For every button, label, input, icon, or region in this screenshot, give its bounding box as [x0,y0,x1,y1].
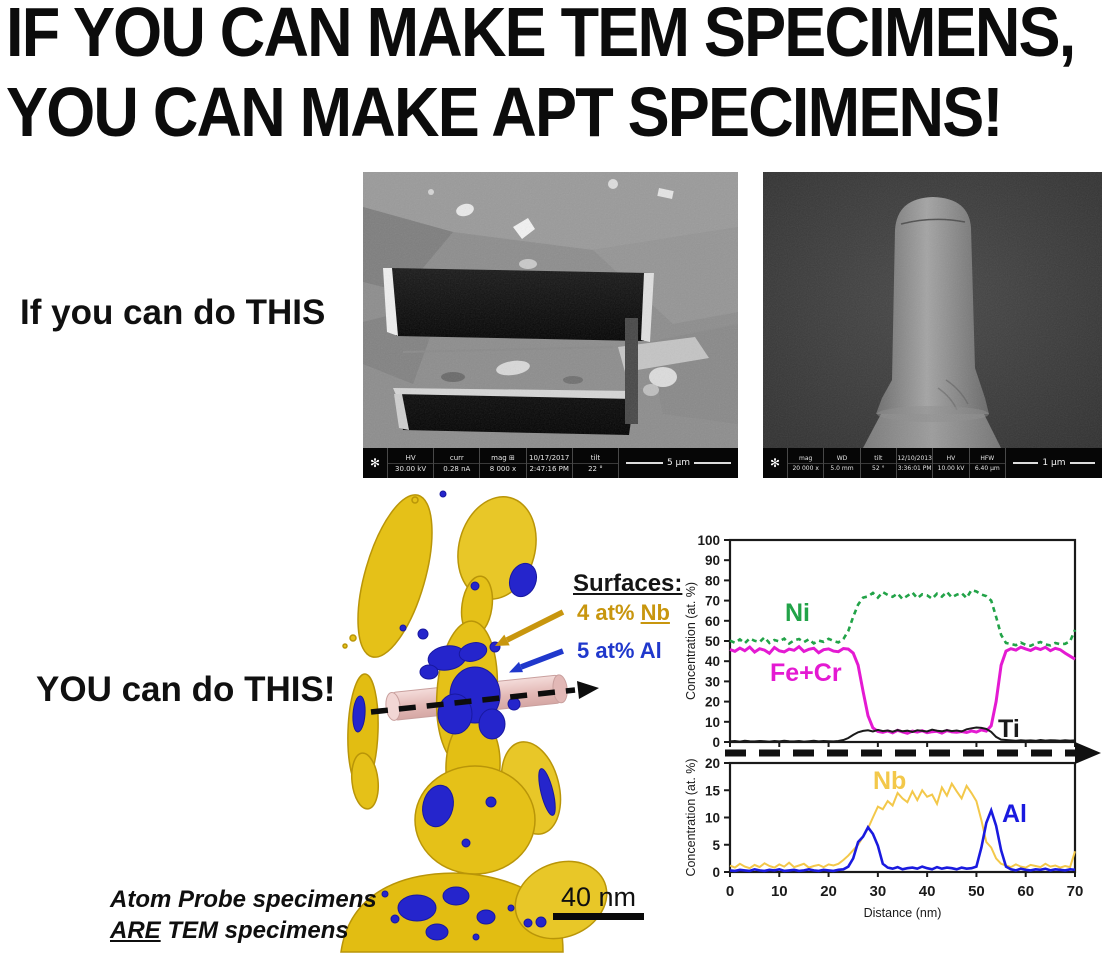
y-axis-title: Concentration (at. %) [685,758,698,876]
databar-field: tilt 52 ° [860,448,897,478]
databar-field: WD 5.0 mm [824,448,861,478]
y-tick-label: 70 [705,594,720,609]
fib-trench-micrograph [363,172,738,448]
apt-reconstruction [340,490,608,953]
nb-isosurfaces [342,494,537,810]
x-tick-label: 40 [919,883,936,900]
footer-note: Atom Probe specimens ARE TEM specimens [110,884,377,946]
series-label-Nb: Nb [873,767,906,795]
slide-title-line1: IF YOU CAN MAKE TEM SPECIMENS, [6,0,1076,71]
micron-scale-bar: 5 µm [619,448,738,478]
series-label-Ti: Ti [998,715,1020,743]
series-line-Ti [729,726,1076,743]
caption-you-can-do-this: YOU can do THIS! [36,670,336,709]
databar-field: HFW 6.40 µm [969,448,1006,478]
al-isosurface-label: 5 at% Al [577,638,662,663]
databar-field: mag 20 000 x [788,448,825,478]
microscope-logo-icon: ✻ [363,448,388,478]
sem-image-apt-needle: ✻ mag 20 000 x WD 5.0 mm tilt 52 ° 12/10/2013 3:… [763,172,1102,478]
series-label-Ni: Ni [785,599,810,627]
slide-title: IF YOU CAN MAKE TEM SPECIMENS, YOU CAN M… [6,0,1076,152]
sem-databar: ✻ mag 20 000 x WD 5.0 mm tilt 52 ° 12/10/2013 3:… [763,448,1102,478]
surfaces-legend-title: Surfaces: [573,570,683,597]
databar-field: tilt 22 ° [572,448,620,478]
series-line-Ni [729,588,1077,648]
x-tick-label: 60 [1017,883,1034,900]
micron-scale-bar: 1 µm [1006,448,1102,478]
series-line-Nb [729,781,1076,870]
apt-needle-micrograph [763,172,1102,448]
y-tick-label: 15 [705,783,721,798]
x-axis-title: Distance (nm) [864,906,942,920]
x-tick-label: 0 [726,883,734,900]
al-arrow-icon [509,648,564,673]
concentration-profiles-chart: 0102030405060708090100NiFe+CrTiConcentra… [685,533,1101,920]
databar-field: 10/17/2017 2:47:16 PM [526,448,573,478]
y-tick-label: 30 [705,674,720,689]
nb-isosurface-label: 4 at% Nb [577,600,670,625]
y-tick-label: 20 [705,756,720,771]
footer-line1: Atom Probe specimens [110,886,377,913]
databar-field: HV 10.00 kV [933,448,970,478]
nb-arrow-icon [495,609,565,646]
y-tick-label: 100 [697,533,720,548]
footer-line2: ARE TEM specimens [110,917,349,944]
sem-databar: ✻ HV 30.00 kV curr 0.28 nA mag ⊞ 8 000 x 10/17/… [363,448,738,478]
y-tick-label: 80 [705,573,720,588]
databar-field: curr 0.28 nA [434,448,481,478]
slide-title-line2: YOU CAN MAKE APT SPECIMENS! [6,73,1003,151]
x-tick-label: 50 [968,883,985,900]
y-tick-label: 5 [712,838,720,853]
series-label-Al: Al [1002,800,1027,828]
y-tick-label: 50 [705,634,720,649]
databar-field: HV 30.00 kV [388,448,435,478]
chart-Ni-Fe+Cr-Ti: 0 10 20 30 40 50 60 70 80 90 100 Ni Fe+Cr Ti Concentra… [685,533,1077,750]
recon-scale-label: 40 nm [561,882,637,912]
x-tick-label: 30 [870,883,887,900]
x-tick-label: 20 [820,883,837,900]
y-tick-label: 60 [705,614,720,629]
recon-scale-bar [553,913,644,920]
microscope-logo-icon: ✻ [763,448,788,478]
series-line-Al [729,806,1076,873]
sem-image-fib-trench: ✻ HV 30.00 kV curr 0.28 nA mag ⊞ 8 000 x 10/17/… [363,172,738,478]
x-tick-label: 70 [1067,883,1084,900]
databar-field: mag ⊞ 8 000 x [480,448,527,478]
y-tick-label: 10 [705,715,720,730]
y-axis-title: Concentration (at. %) [685,582,698,700]
profile-axis-arrow-icon [725,742,1101,764]
y-tick-label: 0 [712,865,720,880]
databar-field: 12/10/2013 3:36:01 PM [896,448,934,478]
y-tick-label: 10 [705,811,720,826]
chart-Nb-Al: 0 5 10 15 20 0 10 20 30 40 50 60 70 Nb Al Concentration… [685,756,1083,920]
x-tick-label: 10 [771,883,788,900]
y-tick-label: 40 [705,654,720,669]
series-label-Fe+Cr: Fe+Cr [770,659,842,687]
y-tick-label: 0 [712,735,720,750]
analysis-axis-arrow-icon [370,681,599,715]
y-tick-label: 20 [705,695,720,710]
y-tick-label: 90 [705,553,720,568]
caption-if-you-can-do-this: If you can do THIS [20,293,326,332]
